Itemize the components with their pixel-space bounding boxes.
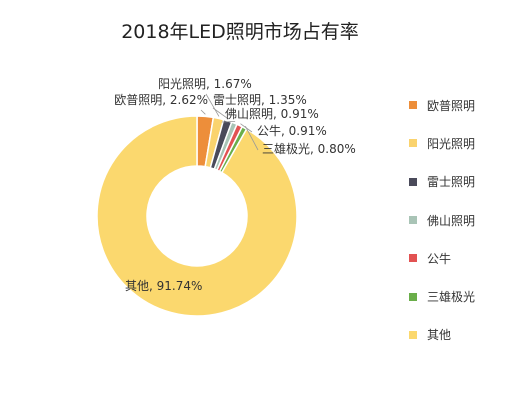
legend-item-三雄极光[interactable]: 三雄极光 bbox=[409, 277, 475, 315]
chart-title: 2018年LED照明市场占有率 bbox=[121, 21, 359, 43]
legend-swatch bbox=[409, 139, 417, 148]
legend-item-雷士照明[interactable]: 雷士照明 bbox=[409, 163, 475, 201]
legend-label: 雷士照明 bbox=[427, 175, 476, 190]
leader-line-佛山照明 bbox=[221, 120, 236, 123]
data-label-雷士照明: 雷士照明, 1.35% bbox=[213, 93, 307, 107]
legend-item-欧普照明[interactable]: 欧普照明 bbox=[409, 86, 475, 124]
legend-item-公牛[interactable]: 公牛 bbox=[409, 239, 475, 277]
data-label-佛山照明: 佛山照明, 0.91% bbox=[225, 107, 319, 121]
legend-label: 公牛 bbox=[427, 251, 452, 266]
legend-label: 佛山照明 bbox=[427, 213, 476, 228]
leader-line-三雄极光 bbox=[244, 126, 259, 151]
leader-line-雷士照明 bbox=[212, 107, 229, 120]
data-label-公牛: 公牛, 0.91% bbox=[257, 123, 327, 138]
data-label-其他: 其他, 91.74% bbox=[125, 279, 202, 293]
data-label-阳光照明: 阳光照明, 1.67% bbox=[158, 77, 252, 91]
data-label-三雄极光: 三雄极光, 0.80% bbox=[262, 141, 356, 156]
leader-line-欧普照明 bbox=[200, 109, 206, 115]
legend-item-其他[interactable]: 其他 bbox=[409, 316, 475, 354]
data-label-欧普照明: 欧普照明, 2.62% bbox=[114, 93, 208, 107]
legend-swatch bbox=[409, 330, 417, 339]
legend-item-佛山照明[interactable]: 佛山照明 bbox=[409, 201, 475, 239]
legend-label: 阳光照明 bbox=[427, 136, 476, 151]
legend-label: 欧普照明 bbox=[427, 98, 476, 113]
legend-swatch bbox=[409, 292, 417, 301]
legend-swatch bbox=[409, 101, 417, 110]
slice-其他[interactable] bbox=[96, 115, 298, 317]
legend: 欧普照明阳光照明雷士照明佛山照明公牛三雄极光其他 bbox=[409, 86, 475, 354]
legend-swatch bbox=[409, 177, 417, 186]
legend-label: 三雄极光 bbox=[427, 290, 476, 305]
leader-line-阳光照明 bbox=[205, 93, 220, 117]
legend-swatch bbox=[409, 216, 417, 225]
legend-item-阳光照明[interactable]: 阳光照明 bbox=[409, 124, 475, 162]
legend-label: 其他 bbox=[427, 328, 452, 343]
legend-swatch bbox=[409, 254, 417, 263]
